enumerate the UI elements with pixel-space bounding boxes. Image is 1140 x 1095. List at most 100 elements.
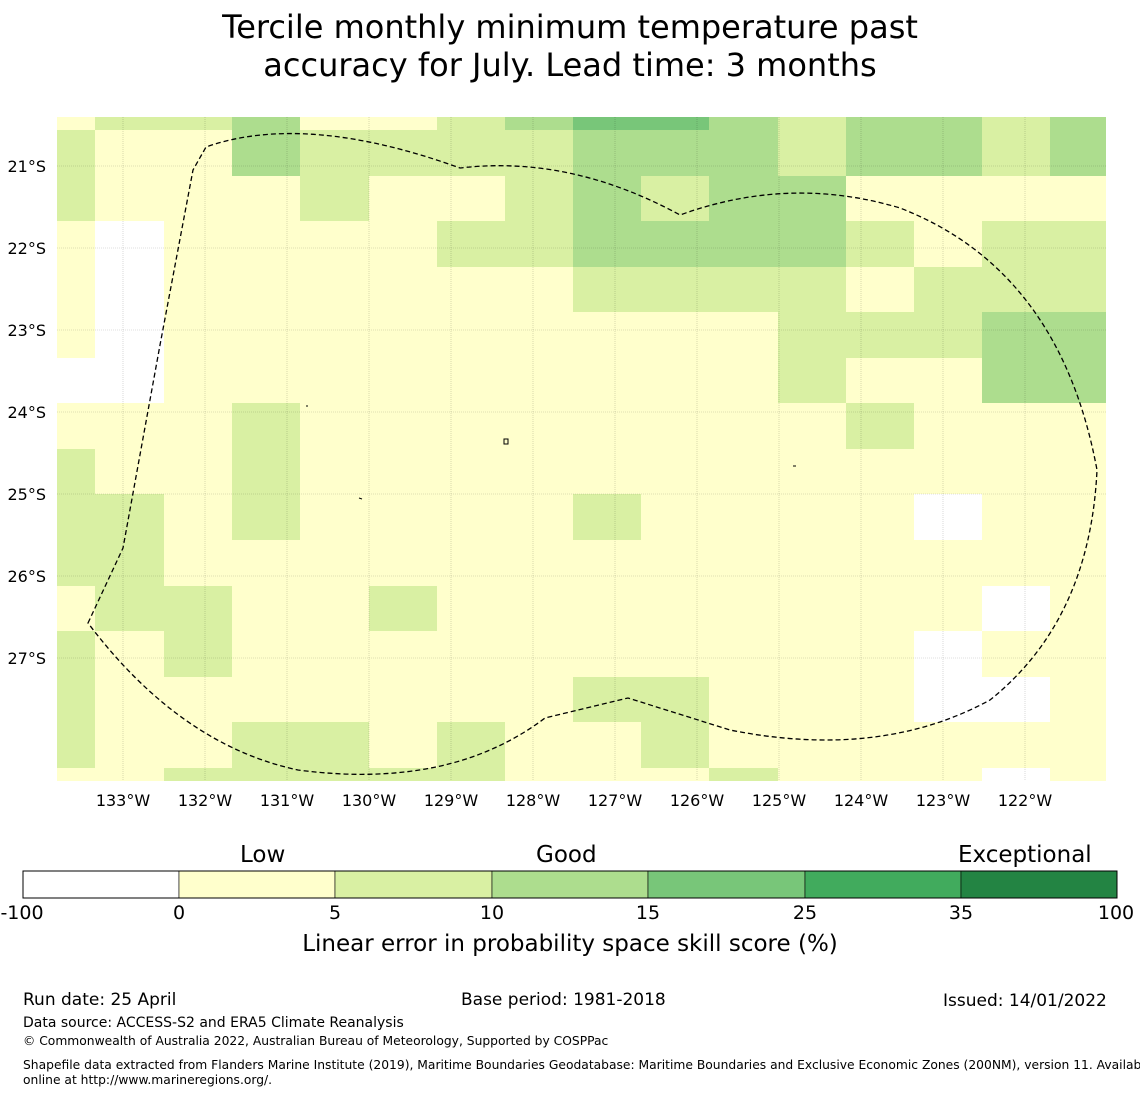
shapefile-credit-line1: Shapefile data extracted from Flanders M… — [23, 1058, 1140, 1072]
colorbar-label: Linear error in probability space skill … — [302, 931, 838, 957]
skill-cell — [300, 176, 369, 221]
latitude-labels: 21°S 22°S 23°S 24°S 25°S 26°S 27°S — [7, 157, 46, 668]
lat-label: 23°S — [7, 321, 46, 340]
map-title-line1: Tercile monthly minimum temperature past — [222, 8, 918, 46]
skill-cell — [982, 176, 1050, 221]
island-outline — [358, 497, 363, 500]
run-date: Run date: 25 April — [23, 990, 177, 1010]
colorbar-tick: -100 — [0, 902, 44, 924]
shapefile-credit-line2: online at http://www.marineregions.org/. — [23, 1073, 273, 1087]
skill-cell — [641, 722, 709, 768]
longitude-labels: 133°W 132°W 131°W 130°W 129°W 128°W 127°W 126°W… — [96, 791, 1053, 810]
eez-boundary — [87, 132, 1098, 775]
skill-cell — [846, 221, 914, 267]
skill-cell — [846, 117, 982, 176]
lon-label: 131°W — [260, 791, 315, 810]
skill-cell — [778, 358, 846, 403]
skill-cell — [914, 494, 982, 540]
skill-cell — [437, 176, 505, 221]
skill-cell — [95, 586, 164, 631]
island-outline — [503, 438, 509, 445]
skill-cell — [95, 221, 164, 358]
skill-cell — [232, 403, 300, 494]
skill-cell — [778, 117, 846, 176]
skill-cell — [437, 117, 505, 130]
skill-cell — [505, 722, 573, 781]
skill-cell — [437, 221, 573, 267]
lat-label: 21°S — [7, 157, 46, 176]
lat-label: 26°S — [7, 567, 46, 586]
skill-cell — [982, 221, 1106, 312]
lon-label: 130°W — [342, 791, 397, 810]
skill-grid — [57, 117, 1106, 781]
skill-cell — [982, 677, 1050, 722]
data-source: Data source: ACCESS-S2 and ERA5 Climate … — [23, 1015, 404, 1031]
issued-date: Issued: 14/01/2022 — [943, 991, 1107, 1011]
skill-cell — [369, 586, 437, 631]
skill-cell — [641, 176, 709, 221]
lon-label: 123°W — [916, 791, 971, 810]
skill-cell — [232, 722, 369, 781]
colorbar — [22, 870, 1118, 899]
skill-cell — [95, 117, 232, 130]
skill-cell — [573, 494, 641, 540]
colorbar-tick: 0 — [172, 902, 186, 924]
colorbar-category-low: Low — [240, 842, 286, 868]
skill-cell — [232, 494, 300, 540]
skill-cell — [846, 403, 914, 449]
lon-label: 127°W — [588, 791, 643, 810]
colorbar-segment — [178, 870, 336, 899]
map-title-line2: accuracy for July. Lead time: 3 months — [263, 46, 877, 84]
lat-label: 22°S — [7, 239, 46, 258]
skill-cell — [573, 267, 778, 312]
skill-cell — [437, 768, 505, 781]
skill-cell — [1050, 117, 1106, 176]
lon-label: 128°W — [506, 791, 561, 810]
skill-cell — [164, 768, 232, 781]
graticule — [57, 117, 1106, 781]
base-period: Base period: 1981-2018 — [461, 990, 666, 1010]
lon-label: 126°W — [670, 791, 725, 810]
colorbar-tick: 35 — [948, 902, 974, 924]
skill-cell — [709, 176, 846, 267]
map-title: Tercile monthly minimum temperature past… — [0, 8, 1140, 84]
skill-cell — [164, 586, 232, 677]
colorbar-segment — [334, 870, 493, 899]
skill-cell — [573, 221, 709, 267]
copyright: © Commonwealth of Australia 2022, Austra… — [23, 1034, 609, 1048]
skill-cell — [57, 358, 164, 403]
colorbar-category-good: Good — [536, 842, 597, 868]
skill-cell — [573, 117, 709, 130]
skill-cell — [709, 768, 778, 781]
skill-cell — [57, 449, 95, 586]
skill-cell — [57, 130, 95, 221]
lon-label: 124°W — [834, 791, 889, 810]
colorbar-segment — [491, 870, 649, 899]
skill-cell — [369, 768, 437, 781]
lon-label: 132°W — [178, 791, 233, 810]
colorbar-segment — [22, 870, 180, 899]
colorbar-tick: 15 — [635, 902, 661, 924]
skill-cell — [95, 494, 164, 586]
skill-cell — [982, 768, 1050, 781]
colorbar-segment — [960, 870, 1118, 899]
lat-label: 25°S — [7, 485, 46, 504]
skill-cell — [232, 117, 300, 176]
skill-cell — [846, 267, 914, 312]
lon-label: 125°W — [752, 791, 807, 810]
colorbar-category-exceptional: Exceptional — [958, 842, 1092, 868]
lon-label: 129°W — [424, 791, 479, 810]
lat-label: 27°S — [7, 649, 46, 668]
colorbar-frame — [22, 870, 1118, 899]
colorbar-segment — [647, 870, 806, 899]
lat-label: 24°S — [7, 403, 46, 422]
lon-label: 122°W — [998, 791, 1053, 810]
colorbar-tick: 100 — [1097, 902, 1135, 924]
skill-cell — [57, 631, 95, 768]
colorbar-segment — [804, 870, 962, 899]
colorbar-tick: 10 — [479, 902, 505, 924]
lon-label: 133°W — [96, 791, 151, 810]
colorbar-tick: 25 — [792, 902, 818, 924]
skill-cell — [300, 130, 437, 176]
